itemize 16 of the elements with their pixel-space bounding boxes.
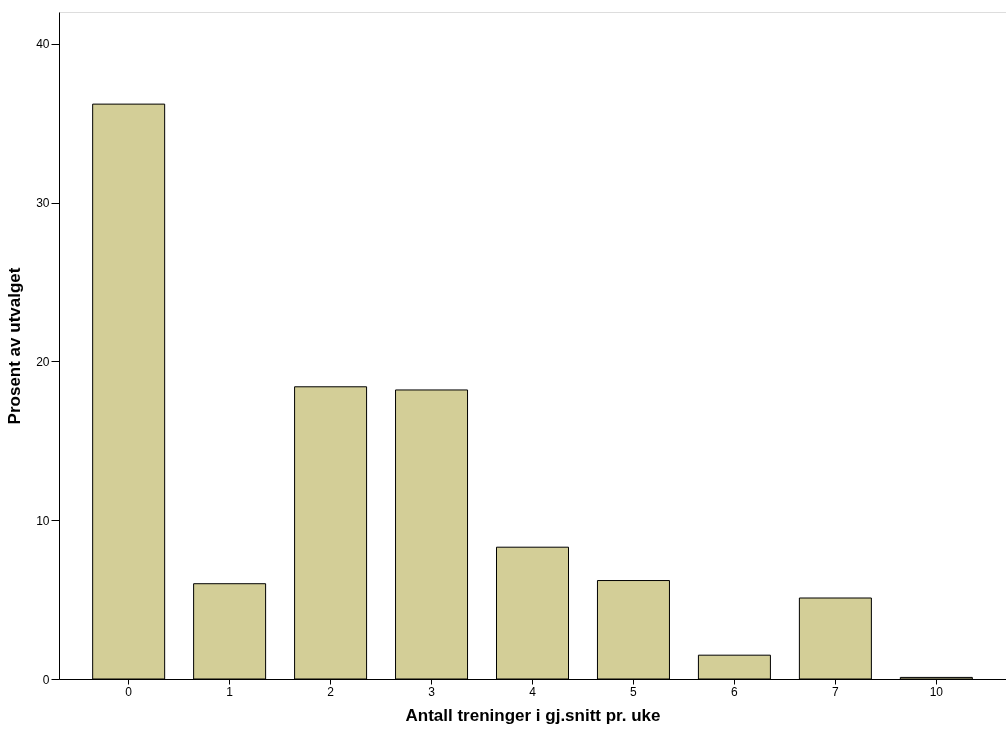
x-axis-title: Antall treninger i gj.snitt pr. uke [405, 705, 661, 725]
y-tick-label: 30 [36, 196, 50, 211]
y-axis-title: Prosent av utvalget [5, 267, 25, 425]
y-tick-label: 0 [42, 672, 50, 687]
x-tick-label: 6 [731, 684, 739, 699]
x-tick-label: 0 [125, 684, 133, 699]
x-tick-label: 1 [226, 684, 234, 699]
y-tick-label: 20 [36, 354, 50, 369]
x-tick-label: 10 [929, 684, 944, 699]
x-tick-label: 3 [428, 684, 436, 699]
x-tick-label: 2 [327, 684, 335, 699]
x-tick-label: 4 [529, 684, 537, 699]
y-tick-label: 10 [36, 513, 50, 528]
x-tick-label: 7 [832, 684, 840, 699]
y-tick-label: 40 [36, 37, 50, 52]
x-tick-label: 5 [630, 684, 638, 699]
